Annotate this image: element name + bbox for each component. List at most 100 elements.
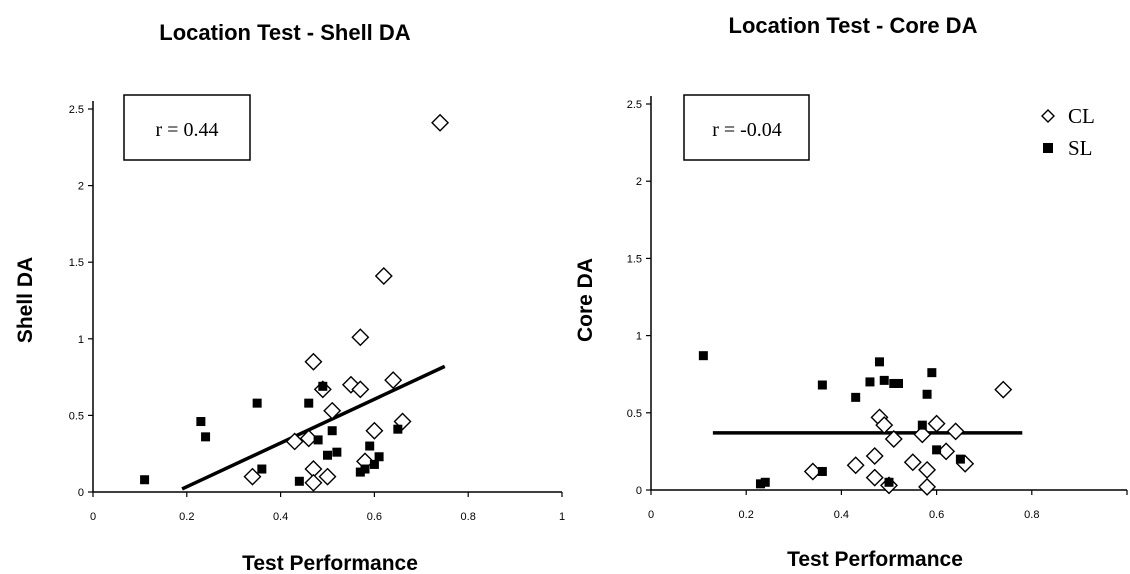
sl-point — [318, 381, 328, 391]
sl-point — [294, 476, 304, 486]
y-tick-label: 1 — [636, 331, 642, 343]
chart-title: Location Test - Shell DA — [159, 20, 411, 45]
sl-point — [884, 477, 894, 487]
sl-point — [360, 464, 370, 474]
cl-point — [318, 467, 337, 486]
sl-point — [369, 459, 379, 469]
x-tick-label: 0.8 — [1024, 509, 1039, 521]
y-tick-label: 0 — [636, 485, 642, 497]
sl-point — [760, 477, 770, 487]
sl-point — [851, 392, 861, 402]
y-axis-label: Shell DA — [14, 257, 37, 343]
x-tick-label: 0.2 — [179, 511, 194, 523]
sl-point — [355, 467, 365, 477]
y-tick-label: 2 — [636, 176, 642, 188]
sl-point — [252, 398, 262, 408]
x-tick-label: 0.6 — [929, 509, 944, 521]
correlation-annotation: r = -0.04 — [712, 119, 782, 141]
cl-point — [875, 416, 894, 435]
cl-point — [304, 473, 323, 492]
x-tick-label: 0.8 — [461, 511, 476, 523]
cl-point — [865, 468, 884, 487]
annotation-box — [683, 94, 810, 161]
sl-point — [955, 454, 965, 464]
sl-point — [865, 377, 875, 387]
x-tick-label: 0 — [90, 511, 96, 523]
shell-da-svg: Location Test - Shell DA 0 0.5 1 1.5 2 2.5 0 0.… — [14, 20, 565, 574]
cl-point — [884, 430, 903, 449]
cl-point — [431, 113, 450, 132]
cl-point — [918, 460, 937, 479]
cl-point — [994, 380, 1013, 399]
cl-point — [865, 447, 884, 466]
sl-point — [817, 466, 827, 476]
x-tick-label: 0.6 — [367, 511, 382, 523]
trend-line — [181, 364, 446, 491]
cl-point — [846, 456, 865, 475]
sl-point — [874, 357, 884, 367]
cl-point — [304, 352, 323, 371]
y-tick-label: 1 — [78, 334, 84, 346]
cl-point — [323, 401, 342, 420]
cl-point — [243, 467, 262, 486]
sl-point — [304, 398, 314, 408]
sl-point — [140, 475, 150, 485]
correlation-annotation: r = 0.44 — [156, 119, 219, 141]
cl-point — [351, 328, 370, 347]
x-axis-label: Test Performance — [242, 552, 418, 574]
y-tick-label: 1.5 — [69, 257, 84, 269]
cl-point — [918, 477, 937, 496]
sl-point — [201, 432, 211, 442]
sl-point — [879, 375, 889, 385]
sl-point — [917, 420, 927, 430]
sl-point — [257, 464, 267, 474]
sl-point — [365, 441, 375, 451]
sl-point — [755, 479, 765, 489]
sl-point — [927, 368, 937, 378]
y-tick-label: 0 — [78, 487, 84, 499]
core-da-chart: Location Test - Core DA 0 0.5 1 1.5 2 2.5 0 0.2… — [565, 0, 1130, 574]
cl-point — [927, 414, 946, 433]
y-tick-label: 2.5 — [69, 104, 84, 116]
legend-cl-marker — [1041, 109, 1055, 123]
legend: CL SL — [1041, 104, 1095, 160]
cl-point — [946, 422, 965, 441]
y-tick-label: 2 — [78, 181, 84, 193]
x-axis-label: Test Performance — [787, 548, 963, 571]
x-tick-label: 1 — [559, 511, 565, 523]
cl-point — [374, 266, 393, 285]
core-da-svg: Location Test - Core DA 0 0.5 1 1.5 2 2.5 0 0.2… — [574, 13, 1128, 571]
cl-point — [903, 453, 922, 472]
legend-label: SL — [1068, 136, 1093, 160]
sl-point — [196, 417, 206, 427]
sl-point — [817, 380, 827, 390]
sl-point — [894, 378, 904, 388]
x-tick-label: 0 — [648, 509, 654, 521]
x-tick-label: 0.4 — [834, 509, 849, 521]
sl-point — [922, 389, 932, 399]
cl-point — [913, 425, 932, 444]
legend-sl-marker — [1043, 143, 1053, 153]
cl-point — [351, 380, 370, 399]
legend-label: CL — [1068, 104, 1095, 128]
sl-point — [323, 450, 332, 460]
y-tick-label: 1.5 — [627, 253, 642, 265]
annotation-box — [123, 94, 251, 161]
y-tick-label: 0.5 — [69, 410, 84, 422]
sl-point — [698, 351, 708, 361]
sl-point — [374, 452, 384, 462]
sl-point — [932, 445, 942, 455]
shell-da-chart: Location Test - Shell DA 0 0.5 1 1.5 2 2.5 0 0.… — [14, 20, 565, 574]
x-tick-label: 0.4 — [273, 511, 288, 523]
sl-point — [332, 447, 342, 457]
sl-point — [889, 378, 899, 388]
y-tick-label: 2.5 — [627, 99, 642, 111]
y-tick-label: 0.5 — [627, 408, 642, 420]
sl-point — [393, 424, 403, 434]
sl-point — [313, 435, 323, 445]
sl-point — [327, 426, 337, 436]
cl-point — [285, 432, 304, 451]
cl-point — [384, 371, 403, 390]
y-axis-label: Core DA — [574, 258, 597, 342]
x-tick-label: 0.2 — [739, 509, 754, 521]
